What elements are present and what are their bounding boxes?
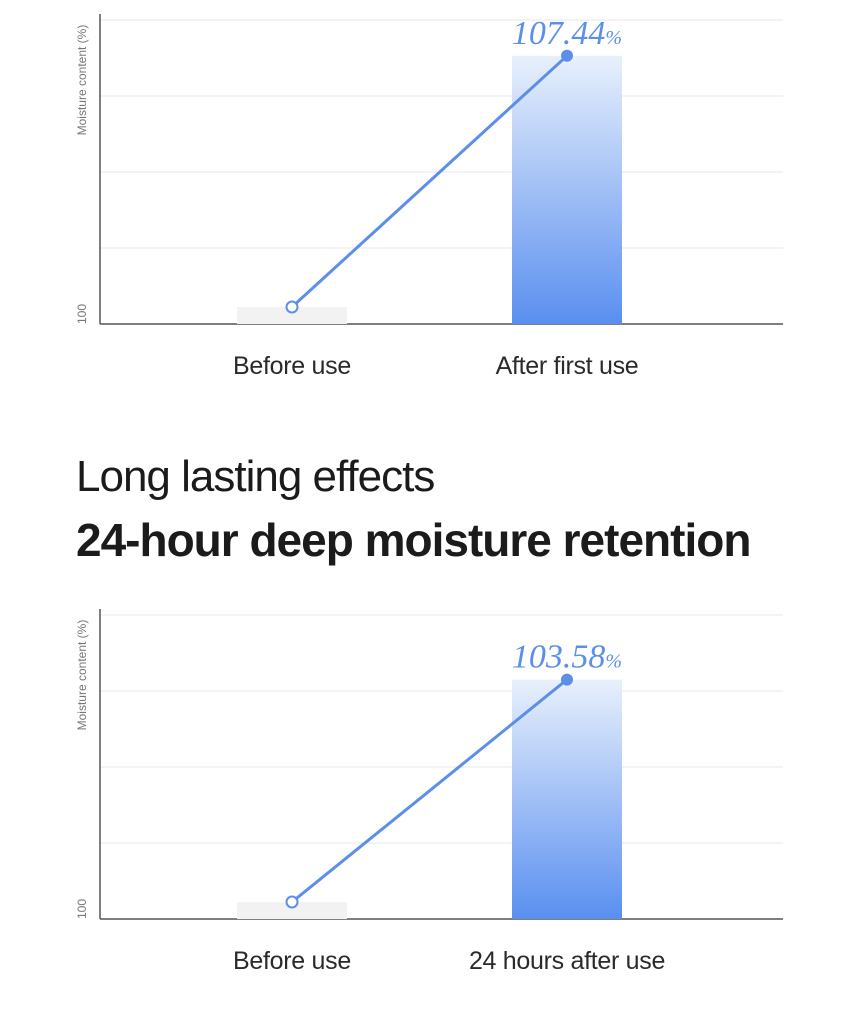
- chart-1-y-axis-label: Moisture content (%): [75, 25, 89, 136]
- chart-2-x-tick-0: Before use: [233, 947, 351, 975]
- chart-2-point-1: [561, 673, 573, 686]
- chart-1-bar-1: [512, 55, 622, 324]
- chart-2-series-line: [291, 678, 568, 904]
- section-title: 24-hour deep moisture retention: [76, 514, 751, 566]
- chart-2-y-axis-label: Moisture content (%): [75, 620, 89, 731]
- chart-2-point-0: [285, 895, 299, 909]
- chart-2-data-label: 103.58%: [512, 639, 622, 676]
- chart-1-y-tick-label: 100: [75, 304, 89, 324]
- section-subtitle: Long lasting effects: [76, 452, 435, 501]
- chart-1-data-label: 107.44%: [512, 15, 622, 52]
- chart-2-bar-1: [512, 679, 622, 919]
- chart-2-x-tick-1: 24 hours after use: [468, 947, 666, 975]
- chart-1-point-0: [285, 300, 299, 314]
- chart-1-bar-0: [237, 307, 347, 324]
- chart-1-series-line: [290, 54, 569, 309]
- chart-1: Moisture content (%) 100 107.44% Before us…: [0, 0, 860, 400]
- chart-2-bar-0: [237, 902, 347, 919]
- chart-2-y-tick-label: 100: [75, 899, 89, 919]
- chart-2: Moisture content (%) 100 103.58% Before us…: [0, 595, 860, 1010]
- chart-1-plot: Moisture content (%) 100 107.44%: [75, 14, 783, 325]
- chart-1-point-1: [561, 49, 573, 62]
- chart-2-plot: Moisture content (%) 100 103.58%: [75, 609, 783, 920]
- chart-1-x-tick-1: After first use: [495, 352, 639, 380]
- chart-1-x-tick-0: Before use: [233, 352, 351, 380]
